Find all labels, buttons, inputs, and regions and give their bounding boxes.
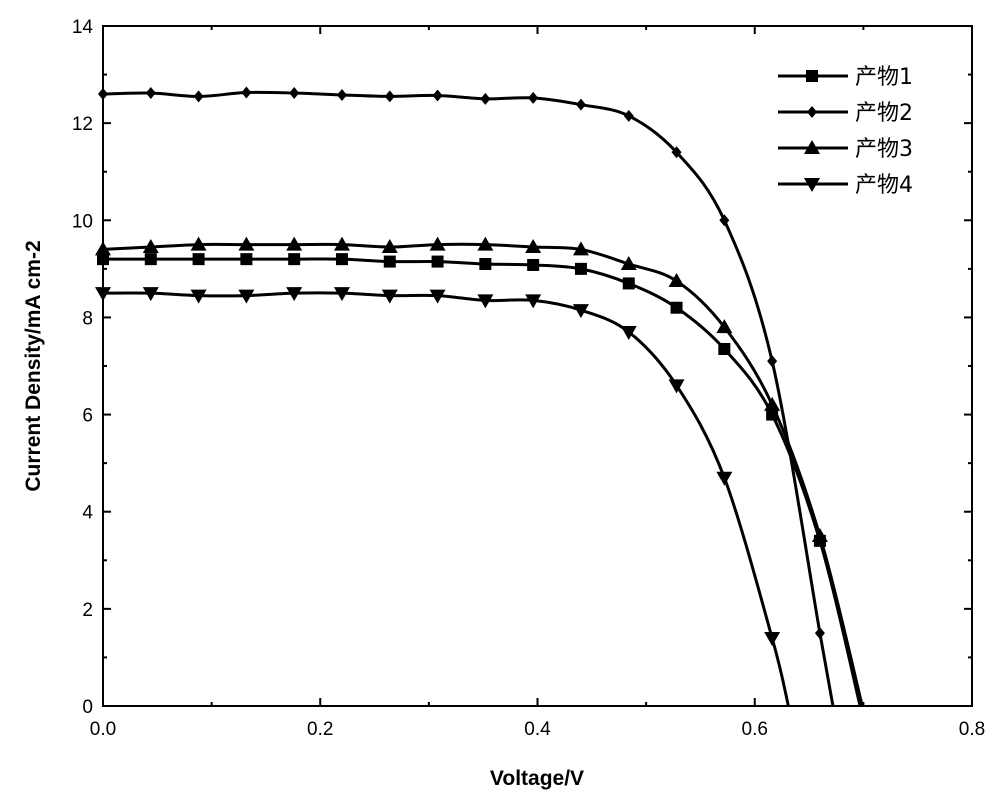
y-tick-label: 6 (82, 406, 93, 427)
plot-frame (102, 25, 973, 707)
data-point (286, 236, 303, 251)
data-point (572, 241, 589, 256)
data-point (620, 256, 637, 270)
data-point (477, 236, 494, 251)
y-tick-label: 4 (82, 503, 93, 524)
data-point (429, 236, 446, 251)
y-tick-label: 0 (82, 697, 93, 718)
legend-item: 产物4 (778, 173, 913, 198)
legend-marker (806, 70, 818, 82)
series-line (102, 90, 835, 707)
x-axis-label: Voltage/V (490, 767, 584, 790)
data-point (333, 236, 350, 251)
data-point (190, 289, 207, 304)
data-point (145, 87, 156, 100)
data-point (333, 287, 350, 302)
data-point (142, 287, 159, 302)
data-point (190, 236, 207, 251)
data-point (193, 90, 204, 103)
data-point (525, 239, 542, 253)
y-tick-label: 10 (72, 211, 93, 232)
series-3 (95, 236, 864, 707)
data-point (572, 304, 589, 319)
legend-label: 产物1 (855, 65, 913, 90)
series-line (103, 257, 862, 707)
data-point (381, 239, 398, 253)
data-point (383, 255, 396, 268)
axes: 0.0 0.2 0.4 0.6 0.8 0 2 4 6 8 10 12 14 (72, 17, 985, 740)
legend-label: 产物4 (855, 173, 913, 198)
data-point (814, 627, 825, 640)
legend: 产物1 产物2 产物3 产物4 (778, 65, 913, 198)
series-line (102, 291, 790, 707)
data-point (144, 253, 157, 266)
data-point (525, 294, 542, 309)
data-point (767, 355, 778, 368)
data-point (384, 90, 395, 103)
data-point (335, 253, 348, 266)
y-tick-label: 14 (72, 17, 94, 38)
series-2 (98, 86, 835, 707)
data-point (716, 319, 733, 334)
data-point (668, 273, 685, 287)
data-point (480, 92, 491, 105)
data-point (432, 89, 443, 102)
data-point (240, 253, 253, 266)
data-point (764, 632, 781, 646)
data-point (716, 471, 733, 486)
data-point (238, 236, 255, 251)
data-point (764, 396, 781, 411)
data-point (623, 109, 634, 122)
legend-marker (807, 106, 817, 118)
data-point (527, 258, 540, 271)
y-tick-label: 2 (82, 600, 93, 621)
data-point (336, 88, 347, 101)
x-tick-label: 0.8 (959, 719, 985, 740)
x-tick-label: 0.2 (307, 719, 333, 740)
legend-item: 产物2 (778, 101, 913, 126)
x-tick-label: 0.6 (742, 719, 768, 740)
data-point (811, 528, 828, 542)
data-point (668, 379, 685, 394)
data-point (288, 253, 301, 266)
data-point (670, 301, 683, 314)
data-point (286, 287, 303, 302)
data-point (718, 343, 731, 355)
data-point (381, 289, 398, 304)
data-point (431, 255, 444, 268)
series-4 (95, 287, 790, 707)
data-point (192, 253, 205, 266)
x-tick-label: 0.4 (524, 719, 551, 740)
y-tick-label: 8 (82, 308, 93, 329)
data-point (477, 294, 494, 309)
data-point (574, 262, 587, 275)
data-point (479, 258, 492, 270)
data-point (671, 146, 682, 159)
y-tick-label: 12 (72, 114, 93, 135)
y-axis-label: Current Density/mA cm-2 (22, 240, 45, 491)
legend-label: 产物3 (855, 137, 913, 162)
data-point (622, 277, 635, 290)
data-point (238, 289, 255, 304)
legend-marker (804, 178, 820, 192)
x-tick-label: 0.0 (90, 719, 116, 740)
legend-item: 产物3 (778, 137, 913, 162)
data-point (142, 239, 159, 253)
plot-area (95, 86, 864, 707)
data-point (528, 91, 539, 104)
legend-label: 产物2 (855, 101, 913, 126)
legend-item: 产物1 (778, 65, 913, 90)
data-point (620, 326, 637, 340)
data-point (719, 214, 730, 227)
data-point (575, 98, 586, 111)
series-line (102, 242, 864, 707)
data-point (289, 87, 300, 100)
series-1 (97, 253, 862, 707)
data-point (429, 289, 446, 304)
legend-marker (804, 140, 820, 154)
data-point (241, 86, 252, 99)
